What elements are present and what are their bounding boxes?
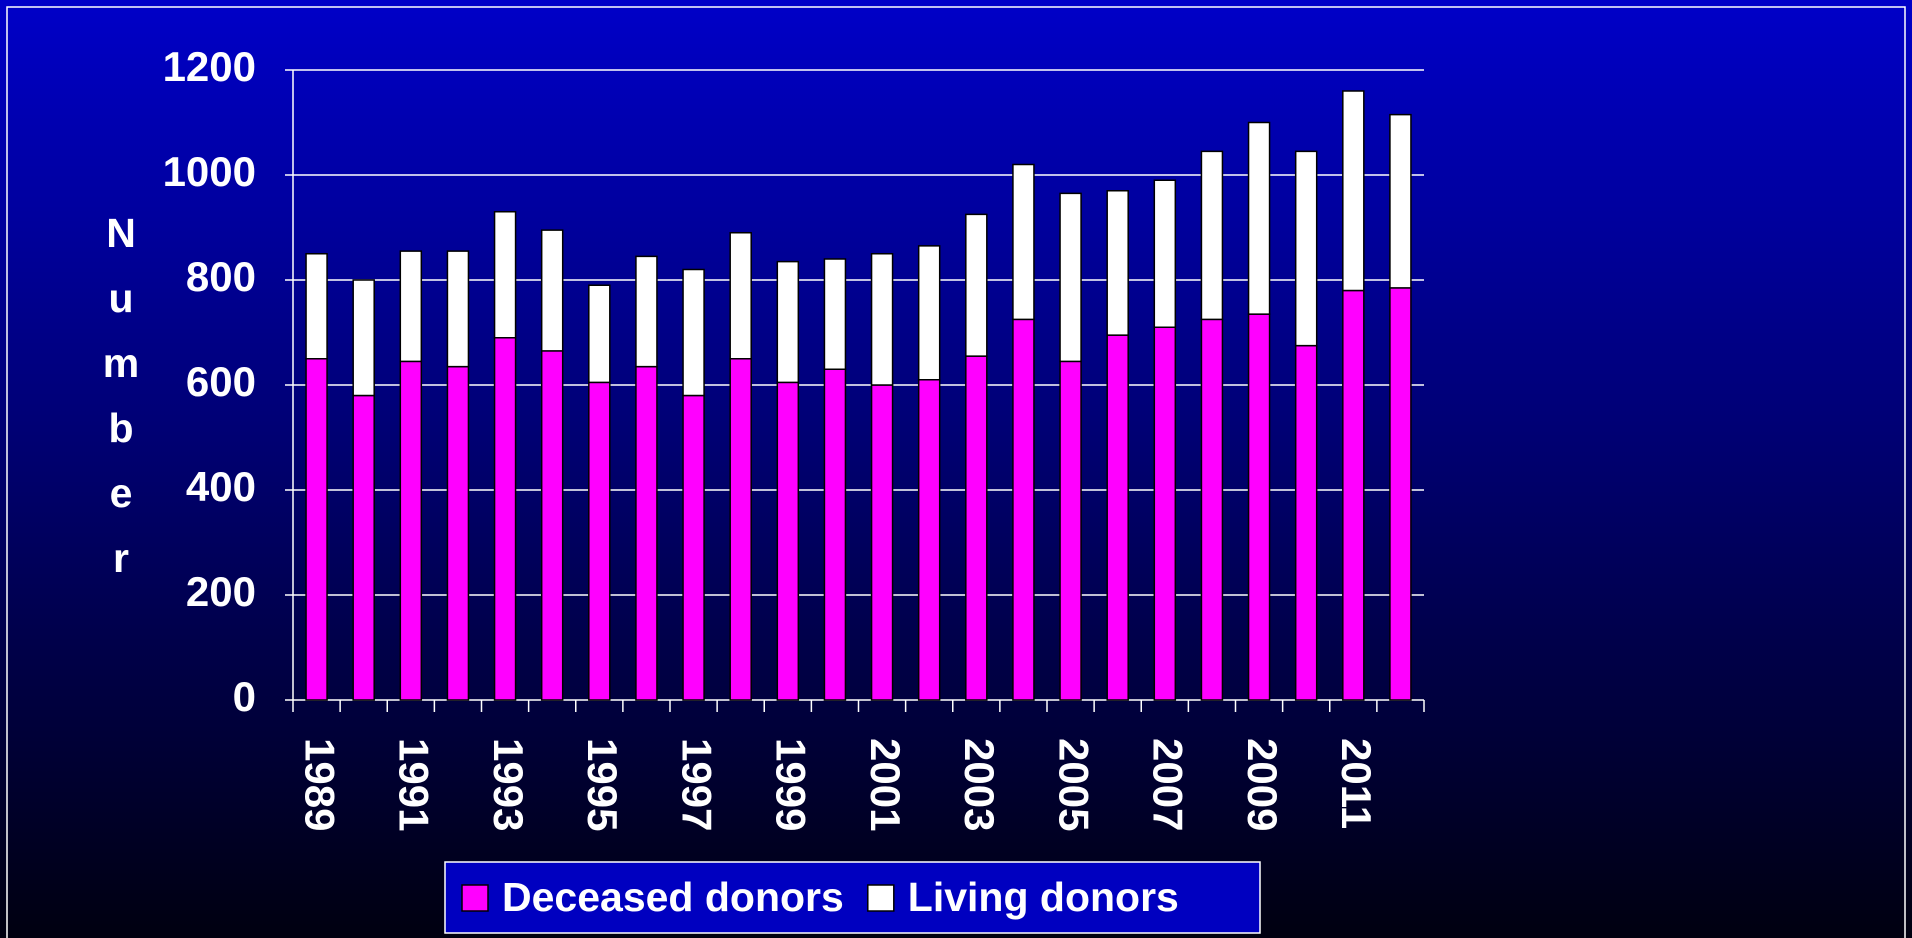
bar-segment	[1247, 313, 1271, 701]
bar-segment	[1342, 289, 1365, 701]
bar-segment	[1106, 334, 1129, 701]
bar-segment	[399, 250, 423, 363]
x-tick-label: 2007	[1145, 738, 1192, 831]
bar-segment	[1342, 90, 1365, 292]
bar-segment	[823, 368, 847, 701]
bar-segment	[870, 384, 894, 701]
bar-segment	[1294, 150, 1318, 347]
bar-segment	[446, 250, 470, 368]
bar-segment	[352, 279, 375, 397]
bar-segment	[1059, 192, 1082, 363]
bar-segment	[540, 229, 564, 352]
bar-segment	[917, 379, 941, 701]
bar-segment	[352, 394, 375, 701]
x-tick-label: 2005	[1050, 738, 1097, 831]
y-tick-label: 1200	[163, 43, 256, 90]
y-tick-label: 0	[233, 673, 256, 720]
bar-segment	[917, 245, 941, 381]
x-tick-label: 2003	[956, 738, 1003, 831]
y-axis-label: Number	[98, 210, 144, 600]
x-tick-label: 2009	[1239, 738, 1286, 831]
bar-segment	[729, 358, 752, 701]
y-tick-label: 600	[186, 358, 256, 405]
bar-segment	[588, 381, 611, 701]
x-tick-label: 1993	[485, 738, 532, 831]
bar-segment	[540, 350, 564, 701]
bar-segment	[1389, 287, 1412, 701]
bar-segment	[1200, 318, 1224, 701]
bar-segment	[776, 260, 800, 384]
bar-segment	[1247, 121, 1271, 315]
x-tick-label: 1989	[296, 738, 343, 831]
bar-segment	[446, 365, 470, 701]
bar-segment	[1059, 360, 1082, 701]
x-tick-label: 1999	[768, 738, 815, 831]
bar-segment	[729, 232, 752, 360]
bar-segment	[1200, 150, 1224, 321]
legend-label: Living donors	[908, 874, 1179, 920]
legend-label: Deceased donors	[502, 874, 844, 920]
frame	[6, 6, 1906, 938]
x-tick-label: 1997	[673, 738, 720, 831]
y-tick-label: 800	[186, 253, 256, 300]
bar-segment	[965, 213, 988, 357]
bar-segment	[635, 365, 658, 701]
x-tick-label: 2011	[1333, 738, 1380, 829]
y-tick-label: 1000	[163, 148, 256, 195]
bar-segment	[305, 253, 328, 360]
bar-segment	[588, 284, 611, 384]
bar-segment	[1153, 326, 1177, 701]
bar-segment	[1294, 344, 1318, 701]
y-tick-label: 400	[186, 463, 256, 510]
bar-segment	[305, 358, 328, 701]
bar-segment	[1106, 190, 1129, 336]
bar-segment	[493, 337, 517, 701]
bar-segment	[776, 381, 800, 701]
bar-segment	[493, 211, 517, 339]
x-tick-label: 2001	[862, 738, 909, 831]
bar-segment	[1389, 113, 1412, 289]
legend-swatch	[461, 884, 489, 912]
bar-segment	[399, 360, 423, 701]
bar-segment	[1012, 318, 1035, 701]
bar-segment	[1012, 163, 1035, 321]
bar-segment	[870, 253, 894, 386]
legend-box	[444, 861, 1261, 934]
bar-segment	[965, 355, 988, 701]
bar-segment	[635, 255, 658, 368]
x-tick-label: 1991	[391, 738, 438, 831]
y-tick-label: 200	[186, 568, 256, 615]
bar-segment	[682, 394, 705, 701]
legend-swatch	[867, 884, 895, 912]
bar-segment	[682, 268, 705, 397]
x-tick-label: 1995	[579, 738, 626, 831]
bar-segment	[823, 258, 847, 370]
bar-segment	[1153, 179, 1177, 328]
